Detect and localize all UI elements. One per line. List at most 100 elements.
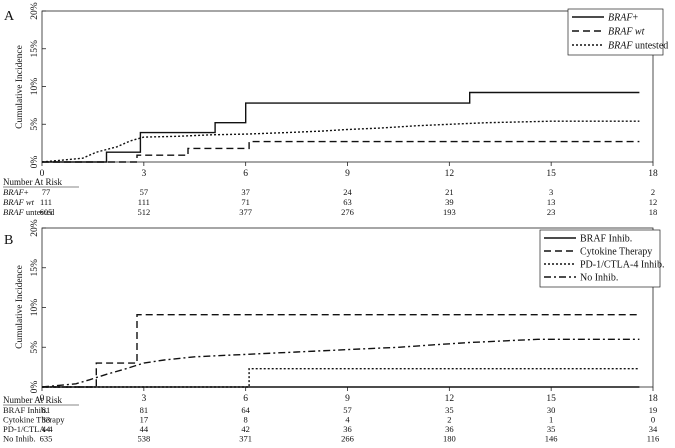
- y-tick-label: 15%: [30, 40, 40, 58]
- plot-frame: [41, 10, 654, 163]
- risk-value: 44: [42, 424, 51, 434]
- x-tick-label: 18: [648, 394, 658, 404]
- risk-value: 605: [40, 207, 53, 217]
- legend-label-main: No Inhib.: [580, 273, 618, 284]
- x-tick-label: 3: [141, 169, 146, 179]
- series-line-dashed: [42, 140, 640, 163]
- legend-label-main: BRAF: [608, 41, 633, 52]
- legend-label: PD-1/CTLA-4 Inhib.: [580, 260, 664, 271]
- risk-row-label: BRAF wt: [3, 197, 35, 207]
- risk-value: 146: [545, 434, 558, 444]
- risk-row-label-main: BRAF: [3, 187, 25, 197]
- legend-box: [567, 8, 664, 56]
- risk-table-title: Number At Risk: [3, 395, 63, 405]
- legend-label-main: Cytokine Therapy: [580, 247, 652, 258]
- risk-value: 81: [42, 405, 51, 415]
- risk-value: 34: [649, 424, 658, 434]
- legend-label-main: BRAF Inhib.: [580, 234, 632, 245]
- risk-row-label: BRAF Inhib.: [3, 405, 47, 415]
- legend-label: BRAF untested: [608, 41, 668, 52]
- risk-value: 57: [140, 187, 149, 197]
- risk-value: 44: [140, 424, 149, 434]
- risk-value: 39: [445, 197, 454, 207]
- chart-panel-A: A Cumulative Incidence 0% 5% 10% 15% 20% 0 3 6 9 12…: [3, 2, 668, 217]
- x-tick-label: 9: [345, 394, 350, 404]
- risk-value: 77: [42, 187, 51, 197]
- risk-value: 371: [239, 434, 252, 444]
- risk-value: 512: [137, 207, 150, 217]
- risk-value: 30: [547, 405, 556, 415]
- y-tick-label: 5%: [30, 341, 40, 354]
- risk-value: 2: [447, 415, 451, 425]
- risk-value: 33: [42, 415, 51, 425]
- risk-row-label-main: PD-1/CTLA-4: [3, 424, 53, 434]
- risk-value: 8: [244, 415, 248, 425]
- x-tick-label: 6: [243, 169, 248, 179]
- risk-value: 57: [343, 405, 352, 415]
- risk-row-label-main: No Inhib.: [3, 434, 36, 444]
- x-tick-label: 0: [40, 169, 45, 179]
- risk-value: 266: [341, 434, 354, 444]
- legend-label: BRAF+: [608, 13, 638, 24]
- x-tick-label: 0: [40, 394, 45, 404]
- risk-value: 111: [138, 197, 150, 207]
- y-axis-label: Cumulative Incidence: [15, 45, 25, 129]
- risk-value: 635: [40, 434, 53, 444]
- risk-row-label: BRAF untested: [3, 207, 55, 217]
- risk-value: 111: [40, 197, 52, 207]
- x-tick-label: 12: [445, 394, 455, 404]
- risk-value: 21: [445, 187, 454, 197]
- x-tick-label: 6: [243, 394, 248, 404]
- risk-row-label-suffix: +: [24, 187, 29, 197]
- x-tick-label: 9: [345, 169, 350, 179]
- legend-label-suffix: untested: [632, 41, 668, 52]
- y-tick-label: 0%: [30, 156, 40, 169]
- x-tick-label: 15: [546, 394, 556, 404]
- legend-label: BRAF Inhib.: [580, 234, 632, 245]
- risk-value: 35: [547, 424, 556, 434]
- legend-label: Cytokine Therapy: [580, 247, 652, 258]
- y-tick-label: 20%: [30, 2, 40, 20]
- risk-value: 377: [239, 207, 252, 217]
- risk-row-label-suffix: untested: [24, 207, 55, 217]
- panel-label: B: [4, 233, 13, 248]
- x-tick-label: 3: [141, 394, 146, 404]
- y-axis-label: Cumulative Incidence: [15, 265, 25, 349]
- y-tick-label: 10%: [30, 299, 40, 317]
- risk-value: 63: [343, 197, 352, 207]
- risk-value: 116: [647, 434, 659, 444]
- risk-value: 24: [343, 187, 352, 197]
- risk-row-label: No Inhib.: [3, 434, 36, 444]
- x-tick-label: 15: [546, 169, 556, 179]
- legend-label-suffix: +: [632, 13, 638, 24]
- legend-label-main: BRAF: [608, 13, 633, 24]
- legend-label: No Inhib.: [580, 273, 618, 284]
- risk-row-label-main: BRAF: [3, 207, 25, 217]
- risk-value: 0: [651, 415, 655, 425]
- legend-label-main: PD-1/CTLA-4 Inhib.: [580, 260, 664, 271]
- series-line-dashed: [42, 314, 640, 388]
- risk-value: 4: [345, 415, 350, 425]
- risk-value: 37: [241, 187, 250, 197]
- series-line-dotted: [42, 368, 640, 388]
- risk-value: 180: [443, 434, 456, 444]
- risk-value: 36: [343, 424, 352, 434]
- risk-value: 3: [549, 187, 553, 197]
- risk-row-label: Cytokine Therapy: [3, 415, 65, 425]
- risk-table-title: Number At Risk: [3, 177, 63, 187]
- y-tick-label: 5%: [30, 118, 40, 131]
- risk-value: 36: [445, 424, 454, 434]
- risk-row-label-main: BRAF Inhib.: [3, 405, 47, 415]
- risk-value: 81: [140, 405, 149, 415]
- series-line-dotted: [41, 120, 640, 163]
- risk-value: 64: [241, 405, 250, 415]
- risk-value: 193: [443, 207, 456, 217]
- risk-value: 538: [137, 434, 150, 444]
- risk-value: 35: [445, 405, 454, 415]
- risk-value: 42: [241, 424, 250, 434]
- risk-row-label-main: Cytokine Therapy: [3, 415, 65, 425]
- y-tick-label: 10%: [30, 78, 40, 96]
- risk-value: 1: [549, 415, 553, 425]
